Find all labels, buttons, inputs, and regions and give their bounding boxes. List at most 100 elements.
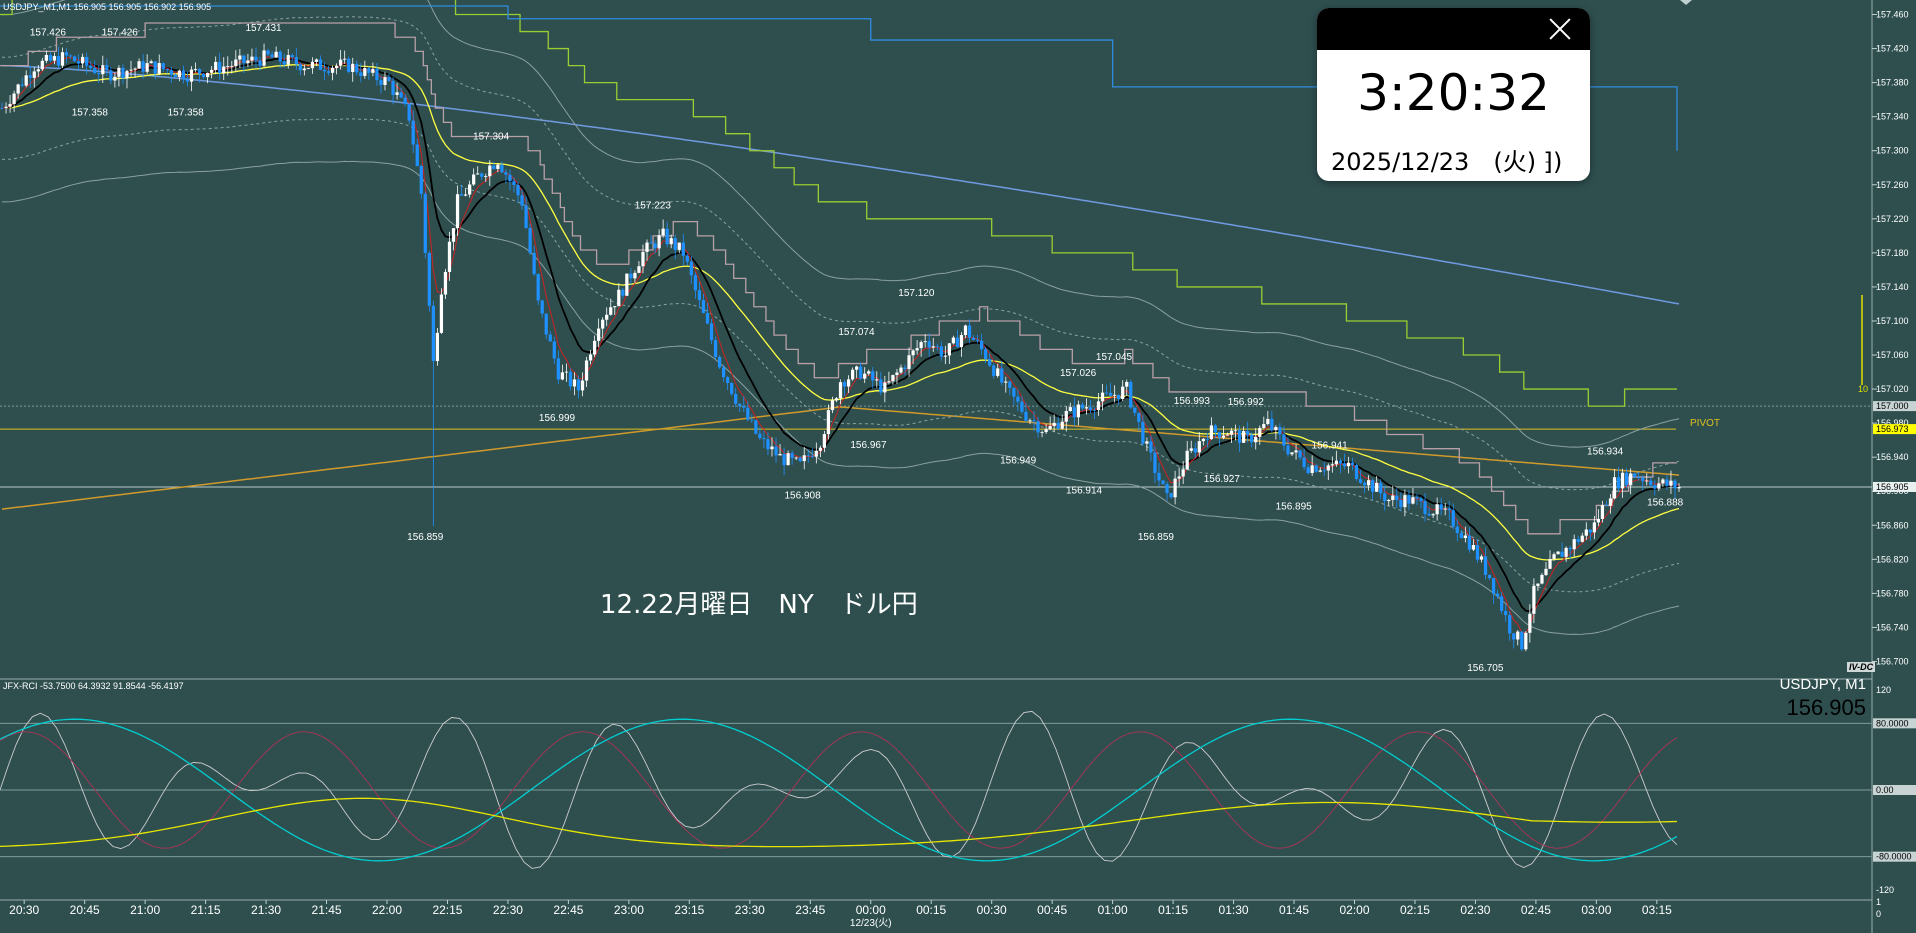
time-tick-label: 22:45 — [553, 903, 583, 917]
candle-body — [1181, 469, 1185, 477]
candle-body — [76, 61, 81, 64]
candle-body — [1588, 529, 1592, 533]
candle-body — [1000, 368, 1004, 383]
candle-body — [1121, 386, 1125, 400]
candle-body — [705, 313, 710, 324]
candle-body — [1350, 462, 1355, 466]
candle-body — [564, 371, 569, 373]
candle-body — [1633, 473, 1637, 478]
candle-body — [1197, 441, 1201, 453]
candle-body — [480, 173, 484, 177]
candle-body — [121, 67, 125, 79]
candle-body — [580, 380, 585, 391]
candle-body — [1104, 392, 1109, 394]
candle-body — [895, 372, 899, 375]
price-tick-label: 157.380 — [1876, 78, 1909, 88]
candle-body — [81, 56, 85, 64]
candle-body — [621, 289, 625, 296]
candle-body — [294, 57, 298, 65]
candle-body — [1205, 438, 1209, 440]
candle-body — [657, 235, 661, 249]
candle-body — [685, 255, 689, 262]
candle-body — [1657, 483, 1661, 489]
candle-body — [677, 242, 681, 250]
price-extreme-label: 157.431 — [245, 23, 282, 34]
clock-titlebar — [1317, 8, 1590, 50]
candle-body — [1677, 487, 1681, 489]
candle-body — [189, 69, 194, 82]
candle-body — [867, 371, 871, 374]
candle-body — [1016, 396, 1020, 402]
candle-body — [1572, 539, 1576, 550]
time-tick-label: 01:45 — [1279, 903, 1309, 917]
close-icon[interactable] — [1546, 15, 1574, 43]
chart-annotation: 12.22月曜日 NY ドル円 — [600, 590, 918, 620]
candle-body — [1242, 431, 1246, 443]
price-extreme-label: 156.705 — [1467, 663, 1504, 674]
candle-body — [318, 59, 323, 70]
candle-body — [838, 382, 843, 399]
candle-body — [468, 184, 472, 195]
band-lower — [2, 160, 1680, 635]
candle-body — [693, 275, 698, 291]
candle-body — [923, 341, 927, 343]
price-extreme-label: 157.074 — [838, 327, 875, 338]
candle-body — [1463, 535, 1467, 539]
candle-body — [1423, 501, 1427, 514]
candle-body — [967, 325, 972, 338]
clock-time: 3:20:32 — [1357, 64, 1550, 122]
candle-body — [1624, 472, 1629, 486]
price-extreme-label: 156.859 — [1138, 532, 1175, 543]
candle-body — [1169, 493, 1173, 498]
trail-pink — [0, 22, 1677, 535]
candle-body — [1399, 500, 1403, 508]
candle-body — [375, 68, 379, 81]
candle-body — [907, 355, 911, 370]
candle-body — [649, 242, 653, 244]
candle-body — [351, 63, 355, 72]
candle-body — [798, 457, 802, 462]
time-tick-label: 20:30 — [9, 903, 39, 917]
candle-body — [1060, 421, 1064, 429]
candle-body — [887, 381, 891, 383]
candle-body — [754, 420, 758, 434]
candle-body — [407, 103, 411, 121]
candle-body — [1080, 404, 1085, 409]
candle-body — [149, 61, 153, 64]
candle-body — [290, 55, 294, 58]
candle-body — [40, 60, 44, 70]
candle-body — [681, 242, 685, 256]
candle-body — [1608, 498, 1613, 506]
candle-body — [48, 54, 53, 61]
candle-body — [1512, 633, 1516, 640]
candle-body — [214, 61, 218, 70]
candle-body — [415, 144, 419, 166]
band-mid-upper — [2, 16, 1680, 491]
candle-body — [1354, 465, 1359, 479]
time-tick-label: 22:30 — [493, 903, 523, 917]
candle-body — [1032, 420, 1036, 422]
candle-body — [4, 106, 8, 109]
price-tick-label: 157.260 — [1876, 180, 1909, 190]
candle-body — [1173, 478, 1177, 498]
candle-body — [1362, 482, 1367, 486]
candle-body — [1028, 420, 1032, 422]
candle-body — [742, 405, 746, 408]
candle-body — [1213, 425, 1218, 433]
candle-body — [8, 103, 12, 107]
candle-body — [1620, 472, 1625, 489]
current-price-tag-bg — [1873, 481, 1916, 492]
time-tick-label: 22:00 — [372, 903, 402, 917]
candle-body — [1459, 532, 1463, 539]
price-extreme-label: 156.934 — [1587, 446, 1624, 457]
candle-body — [1552, 554, 1556, 559]
candle-body — [1455, 526, 1459, 533]
candle-body — [508, 174, 512, 182]
band-mid-lower — [1, 118, 1680, 593]
candle-body — [637, 266, 641, 273]
candle-body — [459, 194, 464, 196]
price-extreme-label: 156.895 — [1276, 501, 1313, 512]
candle-body — [330, 67, 335, 73]
candle-body — [500, 164, 504, 173]
pivot-tag: 156.973 — [1876, 424, 1909, 434]
